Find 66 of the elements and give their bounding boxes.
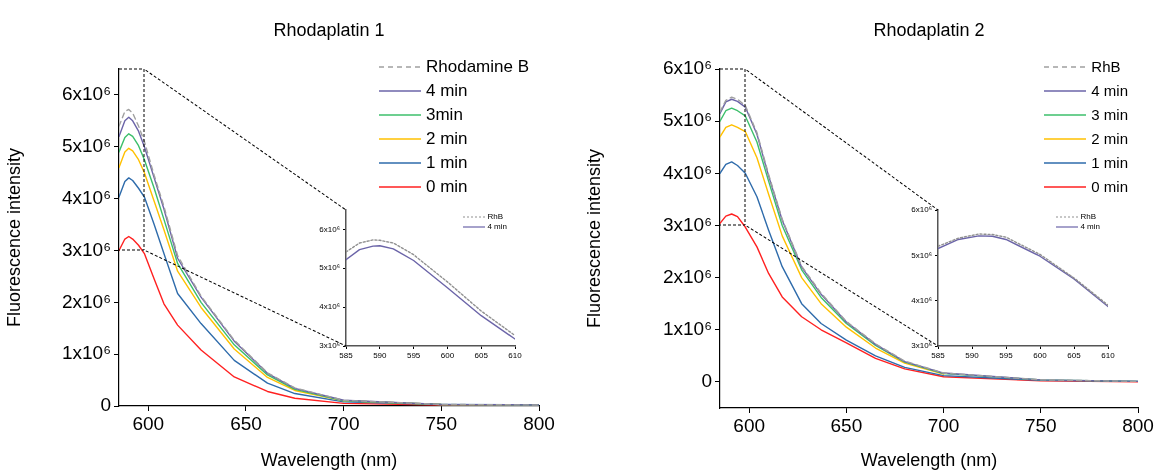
x-tick-label: 590 [965,351,980,360]
legend-label: 4 min [1080,222,1100,232]
x-tick-label: 700 [327,412,360,434]
x-tick-label: 595 [406,351,421,360]
x-tick-label: 585 [339,351,354,360]
y-tick-label: 2x10⁶ [61,290,111,312]
y-tick-label: 2x10⁶ [662,265,712,287]
x-tick-label: 750 [1024,414,1057,436]
y-tick-label: 6x10⁶ [662,57,712,79]
y-tick-label: 5x10⁶ [662,109,712,131]
legend-label: RhB [1080,212,1096,222]
x-tick-label: 600 [733,414,766,436]
y-tick-label: 0 [100,394,111,416]
x-tick-label: 750 [425,412,458,434]
x-axis-title: Wavelength (nm) [860,450,998,471]
x-tick-label: 610 [1101,351,1116,360]
legend-label: 1 min [1091,153,1128,173]
x-tick-label: 595 [999,351,1014,360]
x-tick-label: 600 [440,351,455,360]
legend-label: RhB [487,212,503,222]
legend-label: 4 min [425,80,468,102]
legend-label: 0 min [425,176,468,198]
y-tick-label: 1x10⁶ [61,342,111,364]
legend-label: 3min [425,104,463,126]
y-tick-label: 0 [701,370,712,392]
x-tick-label: 700 [927,414,960,436]
legend-label: 2 min [425,128,468,150]
x-tick-label: 600 [132,412,165,434]
y-axis-title: Fluorescence intensity [3,147,24,328]
x-axis-title: Wavelength (nm) [260,450,398,471]
y-tick-label: 6x10⁶ [319,224,340,234]
y-tick-label: 4x10⁶ [61,186,111,208]
x-tick-label: 800 [523,412,555,434]
y-tick-label: 4x10⁶ [662,161,712,183]
legend-label: RhB [1091,57,1121,77]
y-tick-label: 3x10⁶ [61,238,111,260]
y-tick-label: 3x10⁶ [911,341,932,351]
legend-label: 2 min [1091,129,1128,149]
y-tick-label: 6x10⁶ [911,205,932,215]
x-tick-label: 650 [230,412,262,434]
legend-label: 4 min [487,222,507,232]
y-tick-label: 6x10⁶ [61,83,111,105]
y-tick-label: 3x10⁶ [662,213,712,235]
y-tick-label: 5x10⁶ [61,135,111,156]
y-tick-label: 5x10⁶ [911,250,932,260]
y-tick-label: 4x10⁶ [319,302,340,312]
legend-label: 0 min [1091,177,1128,197]
y-tick-label: 1x10⁶ [662,318,712,339]
legend-label: 3 min [1091,105,1128,125]
chart-title: Rhodaplatin 2 [872,20,986,41]
x-tick-label: 585 [931,351,946,360]
legend-label: 4 min [1091,81,1128,101]
chart-title: Rhodaplatin 1 [272,20,386,41]
y-tick-label: 4x10⁶ [911,295,932,305]
x-tick-label: 605 [1067,351,1082,360]
y-tick-label: 3x10⁶ [319,341,340,351]
x-tick-label: 605 [474,351,489,360]
x-tick-label: 600 [1033,351,1048,360]
legend-label: 1 min [425,152,468,174]
y-axis-title: Fluorescence intensity [583,148,604,329]
legend-label: Rhodamine B [425,56,529,78]
y-tick-label: 5x10⁶ [319,263,340,273]
x-tick-label: 650 [830,414,863,436]
x-tick-label: 800 [1122,414,1154,436]
x-tick-label: 610 [508,351,523,360]
x-tick-label: 590 [373,351,388,360]
